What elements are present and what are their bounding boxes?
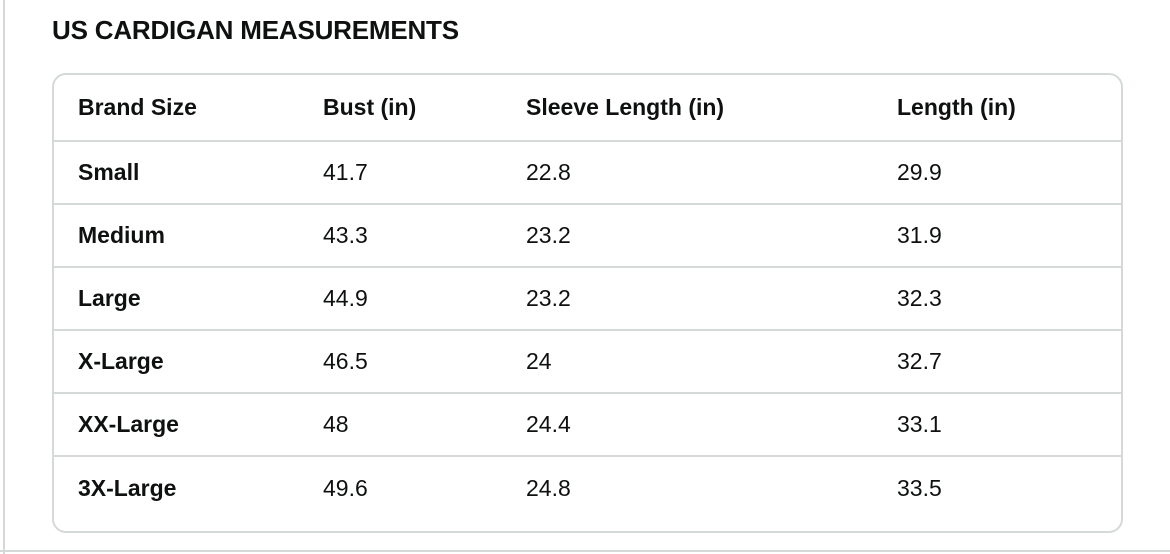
bust-cell: 49.6 bbox=[299, 455, 502, 519]
column-header-brand-size: Brand Size bbox=[78, 94, 197, 120]
size-cell: Small bbox=[54, 140, 299, 204]
size-cell: Medium bbox=[54, 203, 299, 267]
sleeve-length-cell: 24 bbox=[502, 329, 873, 393]
size-cell: X-Large bbox=[54, 329, 299, 393]
length-cell: 32.7 bbox=[873, 329, 1121, 393]
length-cell: 33.1 bbox=[873, 392, 1121, 456]
length-cell: 31.9 bbox=[873, 203, 1121, 267]
sleeve-length-cell: 23.2 bbox=[502, 203, 873, 267]
table-row-medium: Medium 43.3 23.2 31.9 bbox=[54, 203, 1121, 267]
bust-cell: 48 bbox=[299, 392, 502, 456]
size-cell: XX-Large bbox=[54, 392, 299, 456]
sleeve-length-cell: 24.4 bbox=[502, 392, 873, 456]
sleeve-length-cell: 24.8 bbox=[502, 455, 873, 519]
sleeve-length-cell: 23.2 bbox=[502, 266, 873, 330]
size-cell: Large bbox=[54, 266, 299, 330]
column-header-bust: Bust (in) bbox=[323, 94, 417, 120]
bust-cell: 43.3 bbox=[299, 203, 502, 267]
page-title: US CARDIGAN MEASUREMENTS bbox=[52, 15, 459, 45]
table-row-large: Large 44.9 23.2 32.3 bbox=[54, 266, 1121, 330]
sleeve-length-cell: 22.8 bbox=[502, 140, 873, 204]
table-row-small: Small 41.7 22.8 29.9 bbox=[54, 140, 1121, 204]
column-header-sleeve-length: Sleeve Length (in) bbox=[526, 94, 725, 120]
table-row-xx-large: XX-Large 48 24.4 33.1 bbox=[54, 392, 1121, 456]
length-cell: 33.5 bbox=[873, 455, 1121, 519]
column-header-length: Length (in) bbox=[897, 94, 1016, 120]
size-chart-table-card: Brand Size Bust (in) Sleeve Length (in) … bbox=[52, 73, 1123, 533]
length-cell: 29.9 bbox=[873, 140, 1121, 204]
size-chart-table: Brand Size Bust (in) Sleeve Length (in) … bbox=[54, 75, 1121, 519]
bust-cell: 41.7 bbox=[299, 140, 502, 204]
bust-cell: 46.5 bbox=[299, 329, 502, 393]
panel-bottom-border bbox=[0, 550, 1170, 552]
table-row-3x-large: 3X-Large 49.6 24.8 33.5 bbox=[54, 455, 1121, 519]
panel-left-border bbox=[3, 0, 5, 554]
size-cell: 3X-Large bbox=[54, 455, 299, 519]
bust-cell: 44.9 bbox=[299, 266, 502, 330]
length-cell: 32.3 bbox=[873, 266, 1121, 330]
table-row-x-large: X-Large 46.5 24 32.7 bbox=[54, 329, 1121, 393]
header-row: Brand Size Bust (in) Sleeve Length (in) … bbox=[54, 75, 1121, 141]
